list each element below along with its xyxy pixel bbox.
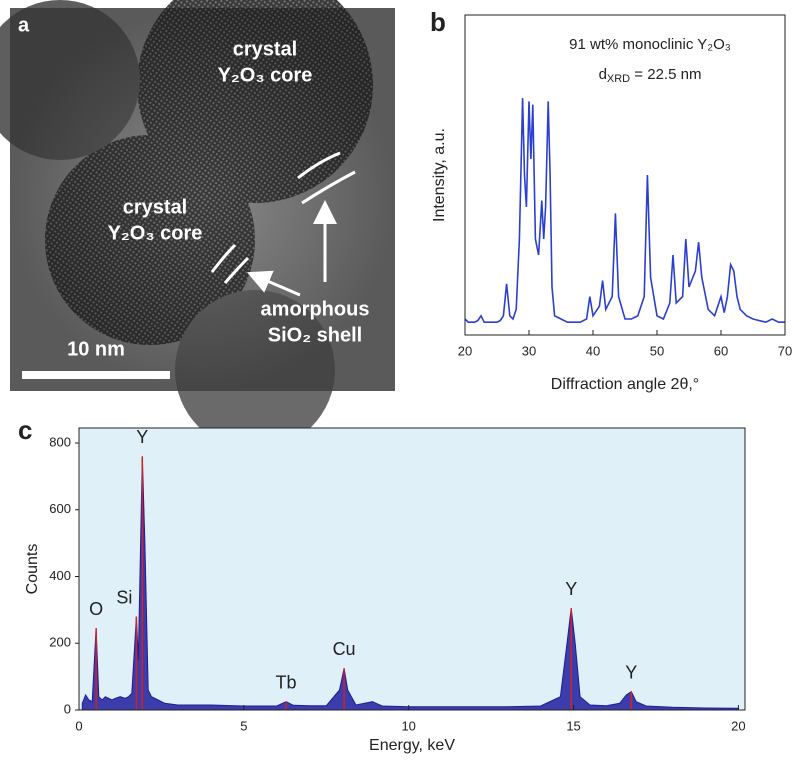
image-label: amorphous (261, 298, 370, 320)
image-label: crystal (233, 38, 298, 60)
y-tick-label: 400 (49, 568, 71, 583)
x-tick-label: 50 (650, 343, 664, 358)
image-label: Y₂O₃ core (218, 64, 313, 86)
x-tick-label: 20 (731, 718, 745, 733)
y-axis-label: Intensity, a.u. (431, 128, 448, 222)
x-axis-label: Diffraction angle 2θ,° (551, 376, 699, 393)
shell-marks (210, 151, 356, 284)
plot-frame (464, 14, 786, 336)
peak-label: Y (136, 427, 148, 447)
plot-frame (78, 427, 746, 711)
panel-label: a (18, 14, 30, 36)
y-tick-label: 800 (49, 434, 71, 449)
annotation-part: = 22.5 nm (630, 66, 701, 83)
panel-label: b (430, 7, 446, 37)
image-shade (10, 8, 395, 391)
image-label: SiO₂ shell (268, 324, 362, 346)
y-tick-label: 0 (64, 701, 71, 716)
x-tick-label: 60 (714, 343, 728, 358)
y-tick-label: 600 (49, 501, 71, 516)
plot-background (79, 428, 745, 710)
image-label: crystal (123, 196, 188, 218)
x-tick-label: 10 (401, 718, 415, 733)
scale-bar (22, 371, 170, 379)
y-tick-label: 200 (49, 635, 71, 650)
x-tick-label: 5 (240, 718, 247, 733)
tem-image (0, 0, 395, 450)
peak-label: Y (565, 579, 577, 599)
scale-bar-label: 10 nm (67, 338, 125, 360)
spectrum-area (81, 456, 739, 711)
panel-label: c (18, 415, 32, 445)
x-tick-label: 20 (458, 343, 472, 358)
annotation: 91 wt% monoclinic Y₂O₃ (569, 36, 731, 53)
annotation-part: XRD (607, 73, 630, 85)
x-tick-label: 40 (586, 343, 600, 358)
arrow (246, 270, 301, 297)
y-axis-label: Counts (24, 544, 41, 595)
peak-label: Tb (276, 672, 297, 692)
peak-label: O (89, 599, 103, 619)
spectrum-line (464, 98, 785, 324)
peak-label: Y (625, 662, 637, 682)
x-tick-label: 30 (522, 343, 536, 358)
x-tick-label: 0 (75, 718, 82, 733)
x-tick-label: 70 (778, 343, 792, 358)
x-axis-label: Energy, keV (369, 737, 455, 754)
image-label: Y₂O₃ core (108, 222, 203, 244)
annotation: dXRD = 22.5 nm (599, 66, 702, 85)
x-tick-label: 15 (566, 718, 580, 733)
peak-label: Si (116, 587, 132, 607)
annotation-part: d (599, 66, 607, 83)
peak-label: Cu (333, 639, 356, 659)
